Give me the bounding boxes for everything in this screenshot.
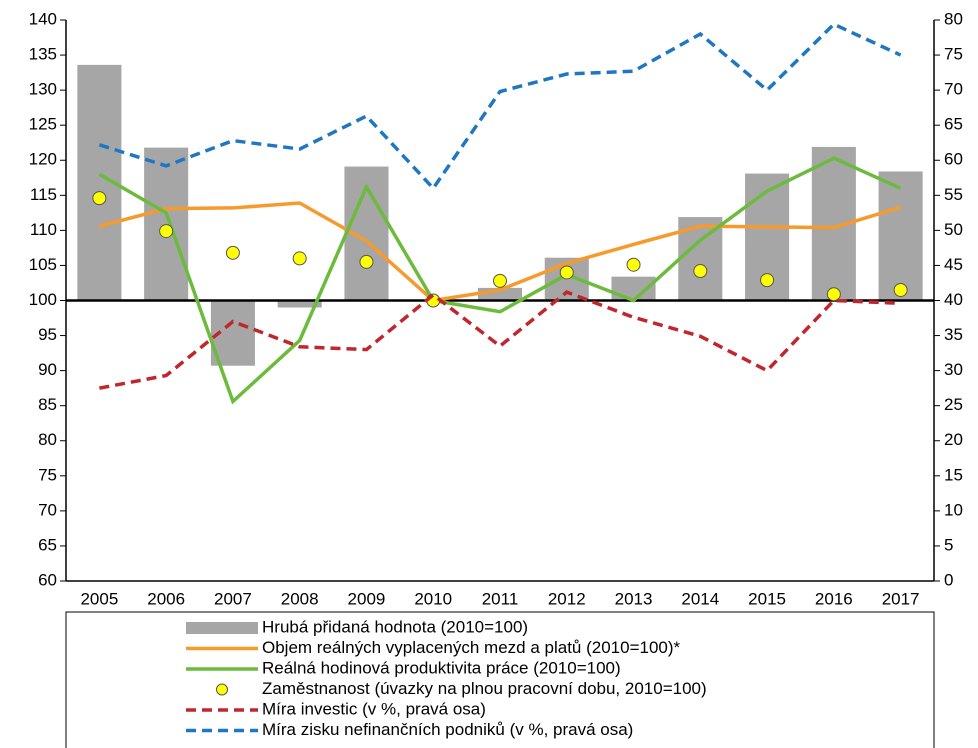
y-tick-label: 65 <box>38 535 57 554</box>
y-tick-label: 90 <box>38 360 57 379</box>
y-tick-label: 60 <box>38 570 57 589</box>
y2-tick-label: 30 <box>944 360 963 379</box>
y2-tick-label: 20 <box>944 430 963 449</box>
y2-tick-label: 15 <box>944 465 963 484</box>
y-tick-label: 80 <box>38 430 57 449</box>
dashed-line <box>99 290 901 390</box>
y-tick-label: 105 <box>29 255 57 274</box>
y2-tick-label: 70 <box>944 80 963 99</box>
point <box>92 191 107 206</box>
legend-label: Míra investic (v %, pravá osa) <box>262 699 486 718</box>
point <box>493 273 507 288</box>
x-tick-label: 2010 <box>414 589 452 608</box>
x-tick-label: 2007 <box>214 589 252 608</box>
y-tick-label: 100 <box>29 290 57 309</box>
legend-label: Objem reálných vyplacených mezd a platů … <box>262 638 681 657</box>
legend-swatch <box>186 622 258 634</box>
x-tick-label: 2016 <box>815 589 853 608</box>
y2-tick-label: 10 <box>944 500 963 519</box>
point <box>693 264 708 279</box>
x-tick-label: 2009 <box>348 589 386 608</box>
x-tick-label: 2011 <box>482 589 519 608</box>
legend-label: Reálná hodinová produktivita práce (2010… <box>262 658 621 677</box>
point <box>359 254 374 269</box>
y-tick-label: 140 <box>29 9 57 28</box>
y-tick-label: 95 <box>38 325 57 344</box>
y2-tick-label: 5 <box>944 535 953 554</box>
line <box>98 156 902 405</box>
x-tick-label: 2006 <box>147 589 185 608</box>
y2-tick-label: 55 <box>944 185 963 204</box>
y-tick-label: 120 <box>29 150 57 169</box>
x-tick-label: 2014 <box>681 589 719 608</box>
y-tick-label: 85 <box>38 395 57 414</box>
point <box>893 282 908 297</box>
point <box>559 265 574 280</box>
y-tick-label: 70 <box>38 500 57 519</box>
bar <box>277 300 322 308</box>
point <box>225 245 240 260</box>
legend-swatch <box>216 683 228 696</box>
point <box>760 273 775 288</box>
point <box>626 257 641 272</box>
y-tick-label: 115 <box>30 185 57 204</box>
point <box>159 224 174 239</box>
x-tick-label: 2012 <box>548 589 586 608</box>
y2-tick-label: 80 <box>944 9 963 28</box>
x-tick-label: 2015 <box>748 589 786 608</box>
y2-tick-label: 40 <box>944 290 963 309</box>
y-tick-label: 75 <box>38 465 57 484</box>
y2-tick-label: 75 <box>944 45 963 64</box>
y2-tick-label: 35 <box>944 325 963 344</box>
x-tick-label: 2017 <box>882 589 920 608</box>
x-tick-label: 2013 <box>615 589 653 608</box>
line <box>98 201 902 303</box>
y2-tick-label: 60 <box>944 150 963 169</box>
dashed-line <box>98 22 902 192</box>
x-tick-label: 2008 <box>281 589 319 608</box>
y-tick-label: 135 <box>29 45 57 64</box>
legend-box <box>65 611 935 748</box>
point <box>292 251 307 266</box>
y2-tick-label: 25 <box>944 395 963 414</box>
point <box>826 287 841 302</box>
y-tick-label: 125 <box>29 115 57 134</box>
y2-tick-label: 50 <box>944 220 963 239</box>
y-tick-label: 130 <box>29 80 57 99</box>
y-tick-label: 110 <box>30 220 57 239</box>
y2-tick-label: 65 <box>944 115 963 134</box>
legend-label: Míra zisku nefinančních podniků (v %, pr… <box>262 720 633 739</box>
y2-tick-label: 0 <box>944 570 953 589</box>
x-tick-label: 2005 <box>80 589 118 608</box>
y2-tick-label: 45 <box>944 255 963 274</box>
legend-label: Zaměstnanost (úvazky na plnou pracovní d… <box>262 679 707 698</box>
bar <box>878 171 923 301</box>
legend-label: Hrubá přidaná hodnota (2010=100) <box>262 617 528 636</box>
bar <box>144 147 189 301</box>
